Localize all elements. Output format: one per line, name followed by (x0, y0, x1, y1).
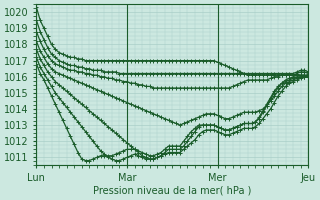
X-axis label: Pression niveau de la mer( hPa ): Pression niveau de la mer( hPa ) (93, 186, 252, 196)
